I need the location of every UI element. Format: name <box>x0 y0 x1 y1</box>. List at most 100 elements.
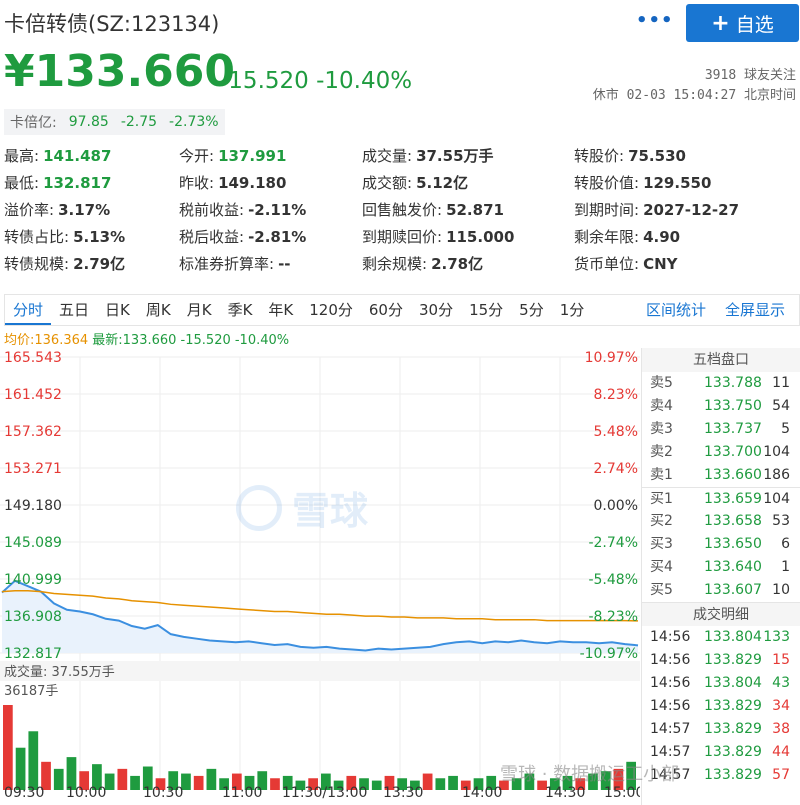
order-level-volume: 10 <box>772 582 790 598</box>
stat-label: 成交额: <box>362 174 413 192</box>
volume-bar <box>626 761 636 790</box>
tab-11[interactable]: 5分 <box>519 301 544 319</box>
underlying-price: 97.85 <box>68 114 109 130</box>
stat-item: 转债占比: 5.13% <box>4 226 125 247</box>
volume-bar <box>53 768 64 790</box>
stat-item: 转股价: 75.530 <box>574 145 686 166</box>
volume-bar <box>562 775 573 790</box>
x-axis-label: 09:30 <box>4 785 44 801</box>
tab-8[interactable]: 60分 <box>368 301 403 319</box>
tab-7[interactable]: 120分 <box>309 301 353 319</box>
tab-12[interactable]: 1分 <box>559 301 585 319</box>
tab-1[interactable]: 五日 <box>59 301 90 319</box>
order-level-volume: 11 <box>772 375 790 391</box>
stat-label: 标准券折算率: <box>179 255 275 273</box>
tab-5[interactable]: 季K <box>227 301 253 319</box>
stat-item: 今开: 137.991 <box>179 145 286 166</box>
trade-time: 14:56 <box>650 629 691 645</box>
add-watchlist-button[interactable]: + 自选 <box>686 4 799 42</box>
volume-header-bg <box>0 661 640 681</box>
trade-row: 14:56 133.804 43 <box>642 672 800 695</box>
y-axis-label-left: 132.817 <box>4 646 62 662</box>
stat-value: 115.000 <box>446 228 515 246</box>
latest-price-legend: 最新:133.660 -15.520 -10.40% <box>92 333 290 348</box>
volume-bar <box>333 780 344 790</box>
order-book-row: 卖5 133.788 11 <box>642 372 800 395</box>
stat-item: 到期时间: 2027-12-27 <box>574 199 739 220</box>
tab-4[interactable]: 月K <box>186 301 212 319</box>
change-percent: -10.40% <box>316 68 413 94</box>
volume-bar <box>422 773 433 790</box>
volume-bar <box>15 747 26 790</box>
y-axis-label-left: 157.362 <box>4 424 62 440</box>
volume-bar <box>117 768 128 790</box>
y-axis-label-left: 149.180 <box>4 498 62 514</box>
fullscreen-link[interactable]: 全屏显示 <box>725 301 786 319</box>
volume-bar <box>181 773 191 790</box>
more-dots-icon[interactable]: ••• <box>636 10 674 31</box>
order-level-volume: 104 <box>763 491 790 507</box>
order-level-volume: 54 <box>772 398 790 414</box>
stat-item: 最低: 132.817 <box>4 172 111 193</box>
x-axis-label: 13:30 <box>383 785 423 801</box>
y-axis-label-left: 136.908 <box>4 609 62 625</box>
stat-label: 溢价率: <box>4 201 55 219</box>
order-level-volume: 186 <box>763 467 790 483</box>
trade-time: 14:56 <box>650 698 691 714</box>
y-axis-label-right: -8.23% <box>588 609 638 625</box>
trade-row: 14:56 133.804 133 <box>642 626 800 649</box>
stat-item: 标准券折算率: -- <box>179 253 291 274</box>
stat-value: 132.817 <box>43 174 112 192</box>
volume-bar <box>410 780 420 790</box>
trade-volume: 44 <box>772 744 790 760</box>
order-book-row: 卖3 133.737 5 <box>642 418 800 441</box>
trades-title: 成交明细 <box>642 602 800 626</box>
underlying-change: -2.75 <box>120 114 158 130</box>
stats-row: 转债占比: 5.13% 税后收益: -2.81% 到期赎回价: 115.000 剩余年限: 4… <box>4 226 800 253</box>
stats-grid: 最高: 141.487 今开: 137.991 成交量: 37.55万手 转股价: 75.53… <box>4 145 800 280</box>
volume-bar <box>321 773 331 790</box>
order-level-price: 133.737 <box>704 421 762 437</box>
tab-6[interactable]: 年K <box>268 301 294 319</box>
volume-bar <box>549 778 560 790</box>
intraday-chart[interactable]: 成交量: 37.55万手 36187手 165.543 161.452 157.362 1… <box>0 345 644 805</box>
order-level-price: 133.650 <box>704 536 762 552</box>
followers-count[interactable]: 3918 球友关注 <box>704 68 796 83</box>
x-axis-label: 10:00 <box>66 785 106 801</box>
order-level-price: 133.788 <box>704 375 762 391</box>
price-change: -15.520 -10.40% <box>220 68 412 94</box>
trade-price: 133.829 <box>704 767 762 783</box>
volume-bar <box>168 771 179 790</box>
volume-bar <box>92 764 102 790</box>
volume-bar <box>41 761 51 790</box>
volume-bar <box>511 778 522 790</box>
stat-label: 税前收益: <box>179 201 245 219</box>
chart-svg: 成交量: 37.55万手 36187手 165.543 161.452 157.362 1… <box>0 350 644 801</box>
stat-item: 货币单位: CNY <box>574 253 678 274</box>
range-stats-link[interactable]: 区间统计 <box>646 301 707 319</box>
order-level-price: 133.640 <box>704 559 762 575</box>
tab-10[interactable]: 15分 <box>469 301 504 319</box>
volume-bar <box>219 778 229 790</box>
volume-bar <box>3 705 13 790</box>
trade-row: 14:57 133.829 44 <box>642 741 800 764</box>
stat-item: 税前收益: -2.11% <box>179 199 306 220</box>
tab-0[interactable]: 分时 <box>5 295 52 325</box>
trade-row: 14:57 133.829 57 <box>642 764 800 787</box>
header: 卡倍转债(SZ:123134) ••• + 自选 <box>0 0 800 45</box>
volume-bar <box>613 768 624 790</box>
x-axis-label: 10:30 <box>143 785 183 801</box>
underlying-stock-box[interactable]: 卡倍亿: 97.85 -2.75 -2.73% <box>4 109 225 135</box>
stat-label: 转债占比: <box>4 228 70 246</box>
tab-9[interactable]: 30分 <box>418 301 454 319</box>
watermark-text: 雪球 <box>292 489 369 533</box>
volume-max-label: 36187手 <box>4 684 58 699</box>
tab-3[interactable]: 周K <box>145 301 171 319</box>
stat-item: 转债规模: 2.79亿 <box>4 253 125 274</box>
trade-price: 133.829 <box>704 721 762 737</box>
y-axis-label-right: 0.00% <box>594 498 638 514</box>
x-axis-label: 14:30 <box>545 785 585 801</box>
volume-bar <box>435 778 446 790</box>
y-axis-label-left: 161.452 <box>4 387 62 403</box>
tab-2[interactable]: 日K <box>105 301 130 319</box>
